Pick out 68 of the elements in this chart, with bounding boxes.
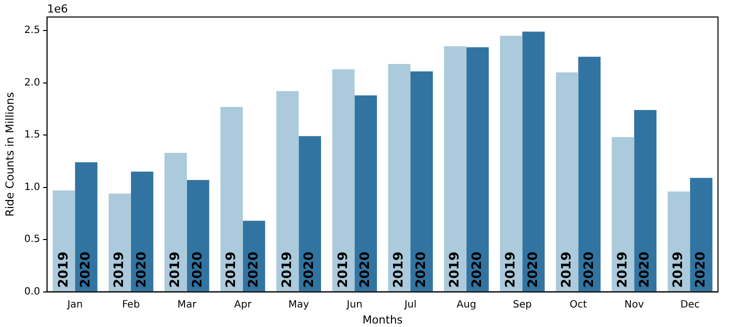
text: 2020 — [526, 252, 541, 288]
bar — [466, 47, 489, 292]
x-tick-label: Jul — [403, 299, 417, 310]
text: 2020 — [694, 252, 709, 288]
text: 2019 — [280, 252, 295, 288]
bar — [75, 162, 98, 292]
x-tick-label: Nov — [624, 299, 644, 310]
bar — [354, 95, 377, 292]
bar — [52, 190, 76, 292]
text: 2019 — [671, 252, 686, 288]
bar — [130, 172, 154, 292]
x-tick-label: Jan — [66, 299, 83, 310]
text: 2019 — [392, 252, 407, 288]
series-label: 2019 — [56, 252, 72, 288]
text: 2020 — [134, 252, 150, 288]
text: 2019 — [168, 252, 184, 288]
text: 2020 — [638, 252, 653, 288]
bar — [276, 91, 299, 292]
y-tick-label: 2.0 — [24, 77, 40, 88]
text: 2020 — [582, 252, 597, 288]
bar — [108, 194, 131, 292]
x-tick-label: Dec — [680, 299, 700, 310]
text: 2020 — [190, 252, 206, 288]
x-tick-label: Sep — [512, 299, 532, 310]
bar — [556, 72, 578, 292]
x-tick-label: Mar — [177, 299, 198, 310]
x-tick-label: Oct — [570, 299, 587, 310]
text: 2019 — [112, 252, 128, 288]
text: 2019 — [224, 252, 239, 288]
bar — [164, 152, 187, 292]
x-tick-label: May — [288, 299, 310, 310]
text: 2020 — [358, 252, 374, 288]
text: 2020 — [414, 252, 430, 288]
text: 2019 — [559, 252, 574, 288]
x-tick-label: Apr — [234, 299, 252, 310]
bar — [444, 46, 466, 292]
bar — [220, 106, 243, 292]
bar — [388, 64, 411, 292]
y-tick-label: 2.5 — [24, 25, 40, 36]
bar — [332, 69, 355, 292]
series-label: 2020 — [78, 252, 94, 288]
text: 2019 — [336, 252, 351, 288]
text: 2019 — [615, 252, 630, 288]
y-tick-label: 1.5 — [24, 130, 40, 141]
text: 1e6 — [47, 2, 68, 16]
bar — [612, 137, 634, 292]
y-tick-label: 0.5 — [24, 234, 40, 246]
text: 2019 — [448, 252, 463, 288]
bar — [186, 180, 210, 292]
y-tick-label: 1.0 — [24, 182, 40, 193]
x-tick-label: Jun — [346, 299, 362, 310]
text: 2019 — [504, 252, 519, 288]
text: 2020 — [246, 252, 262, 288]
x-tick-label: Aug — [456, 299, 476, 310]
y-tick-label: 0.0 — [24, 286, 40, 298]
bar — [668, 191, 690, 292]
text: 2020 — [470, 252, 485, 288]
x-axis-title: Months — [362, 313, 403, 326]
bar — [410, 71, 433, 292]
bar — [690, 178, 712, 292]
y-axis-title: Ride Counts in Millions — [3, 92, 16, 217]
bar — [298, 136, 322, 292]
x-tick-label: Feb — [122, 299, 140, 310]
bar — [634, 110, 656, 292]
bar — [522, 32, 545, 292]
bar — [500, 36, 522, 292]
bar — [578, 56, 601, 292]
text: 2020 — [302, 252, 318, 288]
